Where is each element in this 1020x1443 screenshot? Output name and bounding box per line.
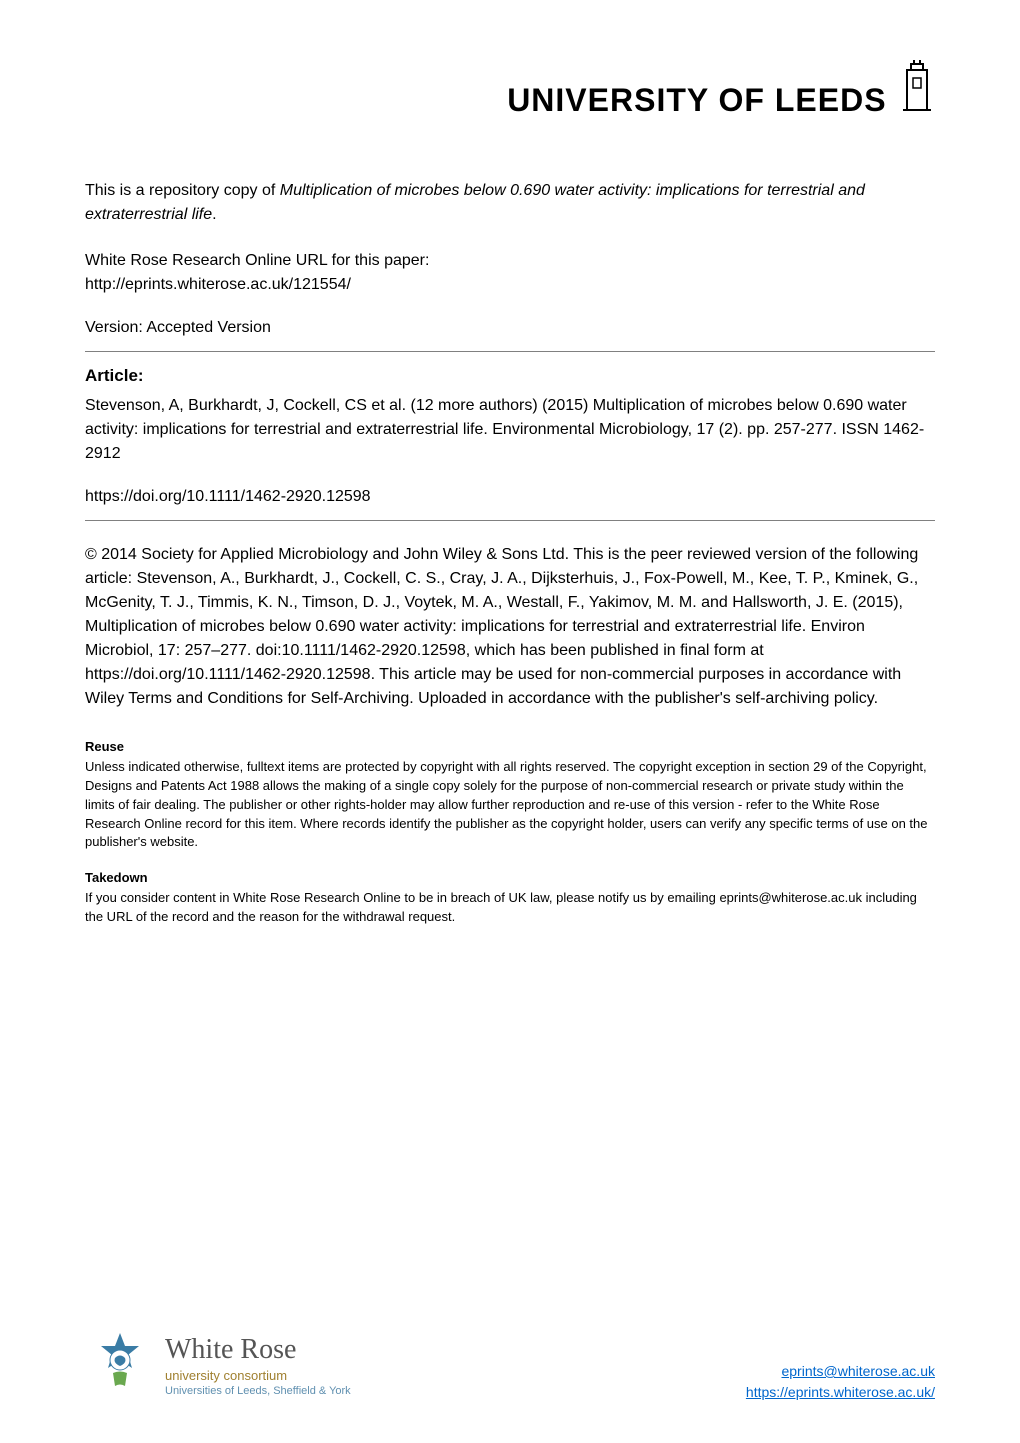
article-citation: Stevenson, A, Burkhardt, J, Cockell, CS … (85, 394, 935, 466)
repository-url: http://eprints.whiterose.ac.uk/121554/ (85, 273, 935, 297)
intro-prefix: This is a repository copy of (85, 182, 280, 199)
footer-logo-institutions: Universities of Leeds, Sheffield & York (165, 1385, 351, 1397)
footer-logo-subtitle: university consortium (165, 1368, 351, 1383)
intro-block: This is a repository copy of Multiplicat… (85, 179, 935, 227)
version-text: Version: Accepted Version (85, 319, 935, 337)
white-rose-logo: White Rose university consortium Univers… (85, 1328, 351, 1403)
university-logo: UNIVERSITY OF LEEDS (507, 60, 935, 119)
divider-1 (85, 351, 935, 352)
white-rose-icon (85, 1328, 155, 1403)
intro-suffix: . (212, 206, 216, 223)
takedown-text: If you consider content in White Rose Re… (85, 889, 935, 927)
url-label: White Rose Research Online URL for this … (85, 249, 935, 273)
divider-2 (85, 520, 935, 521)
article-doi: https://doi.org/10.1111/1462-2920.12598 (85, 488, 935, 506)
footer-logo-title: White Rose (165, 1334, 351, 1366)
intro-text: This is a repository copy of Multiplicat… (85, 179, 935, 227)
footer-links: eprints@whiterose.ac.uk https://eprints.… (746, 1361, 935, 1403)
footer: White Rose university consortium Univers… (85, 1328, 935, 1403)
takedown-heading: Takedown (85, 870, 935, 885)
university-name: UNIVERSITY OF LEEDS (507, 82, 886, 119)
footer-email-link[interactable]: eprints@whiterose.ac.uk (781, 1363, 935, 1379)
article-heading: Article: (85, 366, 935, 386)
leeds-tower-icon (899, 60, 935, 119)
copyright-text: © 2014 Society for Applied Microbiology … (85, 543, 935, 711)
header-logo-block: UNIVERSITY OF LEEDS (85, 60, 935, 119)
reuse-heading: Reuse (85, 739, 935, 754)
reuse-text: Unless indicated otherwise, fulltext ite… (85, 758, 935, 852)
footer-logo-text-block: White Rose university consortium Univers… (165, 1334, 351, 1397)
url-block: White Rose Research Online URL for this … (85, 249, 935, 297)
footer-website-link[interactable]: https://eprints.whiterose.ac.uk/ (746, 1384, 935, 1400)
